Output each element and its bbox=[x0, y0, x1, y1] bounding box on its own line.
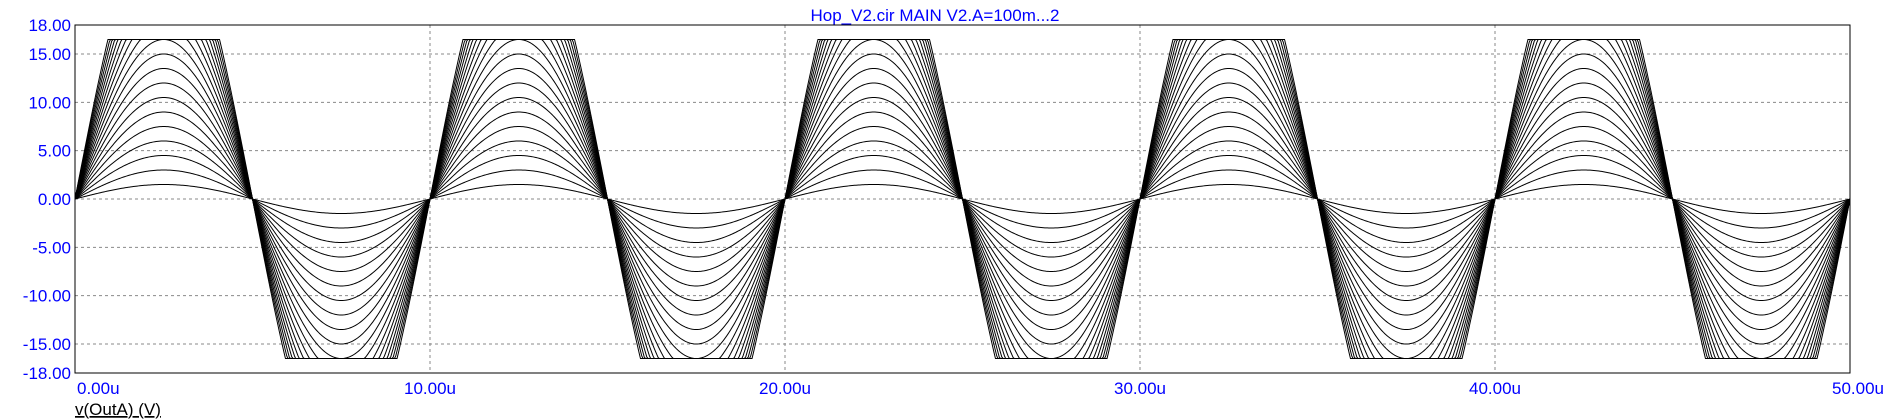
x-axis-label: v(OutA) (V) bbox=[75, 400, 161, 419]
x-axis-ticks: 0.00u 10.00u 20.00u 30.00u 40.00u 50.00u bbox=[77, 379, 1884, 398]
y-tick-label: 10.00 bbox=[28, 93, 71, 112]
chart-title: Hop_V2.cir MAIN V2.A=100m...2 bbox=[811, 6, 1060, 25]
x-tick-label: 30.00u bbox=[1114, 379, 1166, 398]
x-tick-label: 50.00u bbox=[1832, 379, 1884, 398]
y-tick-label: -15.00 bbox=[23, 335, 71, 354]
y-tick-label: -5.00 bbox=[32, 238, 71, 257]
series-line bbox=[74, 39, 1851, 359]
y-axis-ticks: 18.00 15.00 10.00 5.00 0.00 -5.00 -10.00 -15.00… bbox=[23, 16, 71, 383]
x-tick-label: 0.00u bbox=[77, 379, 120, 398]
plot-frame bbox=[74, 24, 1851, 374]
y-tick-label: 15.00 bbox=[28, 45, 71, 64]
y-tick-label: 18.00 bbox=[28, 16, 71, 35]
x-tick-label: 20.00u bbox=[759, 379, 811, 398]
y-tick-label: -18.00 bbox=[23, 364, 71, 383]
x-tick-label: 10.00u bbox=[404, 379, 456, 398]
y-tick-label: 5.00 bbox=[38, 142, 71, 161]
y-tick-label: -10.00 bbox=[23, 287, 71, 306]
plot-traces bbox=[74, 38, 1851, 360]
y-tick-label: 0.00 bbox=[38, 190, 71, 209]
x-tick-label: 40.00u bbox=[1469, 379, 1521, 398]
